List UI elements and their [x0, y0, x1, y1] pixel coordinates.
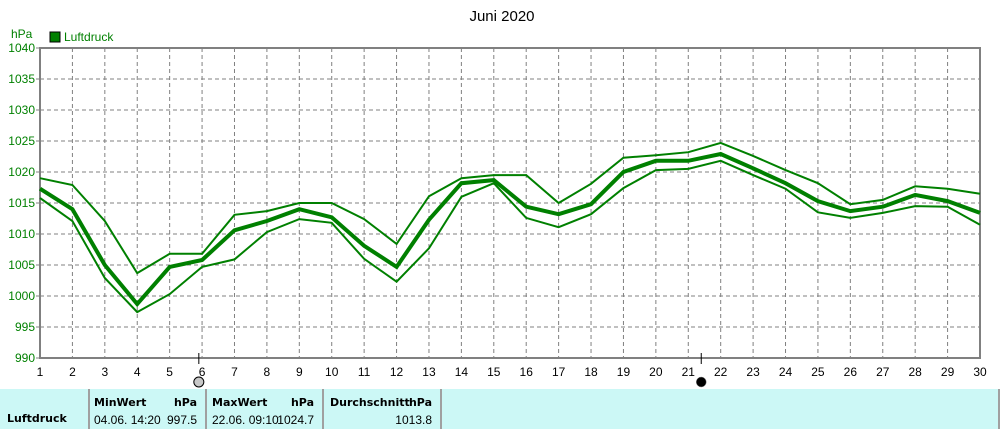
y-tick-label: 1040: [8, 41, 35, 55]
max-header: MaxWert: [212, 396, 268, 409]
x-tick-label: 19: [617, 365, 631, 379]
x-tick-label: 1: [37, 365, 44, 379]
x-tick-label: 14: [455, 365, 469, 379]
y-tick-label: 1025: [8, 134, 35, 148]
legend-swatch-icon: [49, 31, 61, 43]
full-moon-icon: [193, 376, 205, 388]
x-tick-label: 26: [844, 365, 858, 379]
min-unit: hPa: [173, 396, 197, 409]
y-tick-label: 1030: [8, 103, 35, 117]
stats-panel: Luftdruck MinWert hPa 04.06. 14:20 997.5…: [0, 389, 1000, 429]
pressure-chart: Juni 2020 hPa Luftdruck 990 995 1000 1005 10…: [8, 8, 987, 388]
y-tick-label: 1010: [8, 227, 35, 241]
moon-markers: [193, 353, 707, 388]
series-line: [39, 141, 981, 275]
x-tick-label: 11: [358, 365, 371, 379]
y-tick-label: 1015: [8, 196, 35, 210]
x-tick-label: 10: [325, 365, 339, 379]
y-tick-label: 990: [15, 351, 35, 365]
x-tick-label: 22: [714, 365, 728, 379]
min-datetime: 04.06. 14:20: [94, 413, 161, 427]
x-tick-label: 7: [231, 365, 238, 379]
min-value-cell: MinWert hPa 04.06. 14:20 997.5: [90, 389, 207, 429]
x-tick-label: 25: [811, 365, 825, 379]
x-tick-label: 20: [649, 365, 663, 379]
x-tick-label: 16: [520, 365, 534, 379]
series-line: [38, 151, 981, 308]
y-tick-label: 1035: [8, 72, 35, 86]
stats-row-label: Luftdruck: [7, 412, 67, 425]
x-tick-label: 4: [134, 365, 141, 379]
y-tick-label: 995: [15, 320, 35, 334]
avg-unit: hPa: [408, 396, 432, 409]
series-lines: [38, 141, 981, 314]
max-unit: hPa: [290, 396, 314, 409]
x-tick-label: 23: [746, 365, 760, 379]
y-tick-label: 1000: [8, 289, 35, 303]
max-value: 1024.7: [277, 413, 314, 427]
y-tick-label: 1020: [8, 165, 35, 179]
x-tick-label: 21: [682, 365, 696, 379]
x-tick-label: 17: [552, 365, 566, 379]
x-tick-label: 28: [908, 365, 922, 379]
max-datetime: 22.06. 09:10: [212, 413, 279, 427]
chart-title: Juni 2020: [469, 8, 534, 25]
y-axis-unit: hPa: [11, 27, 33, 41]
x-tick-label: 12: [390, 365, 404, 379]
x-tick-label: 29: [941, 365, 955, 379]
avg-value-cell: Durchschnitt hPa 1013.8: [324, 389, 442, 429]
x-tick-label: 9: [296, 365, 303, 379]
max-value-cell: MaxWert hPa 22.06. 09:10 1024.7: [207, 389, 324, 429]
min-value: 997.5: [166, 413, 197, 427]
stats-right-border: [998, 389, 1000, 429]
x-tick-label: 5: [166, 365, 173, 379]
x-tick-label: 18: [584, 365, 598, 379]
grid: [39, 47, 981, 359]
x-tick-label: 30: [973, 365, 987, 379]
x-tick-label: 8: [264, 365, 271, 379]
x-tick-label: 27: [876, 365, 890, 379]
new-moon-icon: [695, 376, 707, 388]
avg-value: 1013.8: [395, 413, 432, 427]
stats-label-cell: Luftdruck: [0, 389, 90, 429]
x-axis: 1 2 3 4 5 6 7 8 9 10 11 12 13 14 15 16 17 18 19 20 21 22 23 24 2…: [37, 365, 987, 379]
x-tick-label: 2: [69, 365, 76, 379]
x-tick-label: 24: [779, 365, 793, 379]
x-tick-label: 15: [487, 365, 501, 379]
x-tick-label: 13: [422, 365, 436, 379]
y-axis: 990 995 1000 1005 1010 1015 1020 1025 1030 1035 10…: [8, 41, 40, 365]
min-header: MinWert: [94, 396, 147, 409]
legend-label: Luftdruck: [64, 30, 114, 44]
y-tick-label: 1005: [8, 258, 35, 272]
x-tick-label: 6: [199, 365, 206, 379]
avg-header: Durchschnitt: [330, 396, 410, 409]
x-tick-label: 3: [101, 365, 108, 379]
series-line: [39, 159, 981, 314]
